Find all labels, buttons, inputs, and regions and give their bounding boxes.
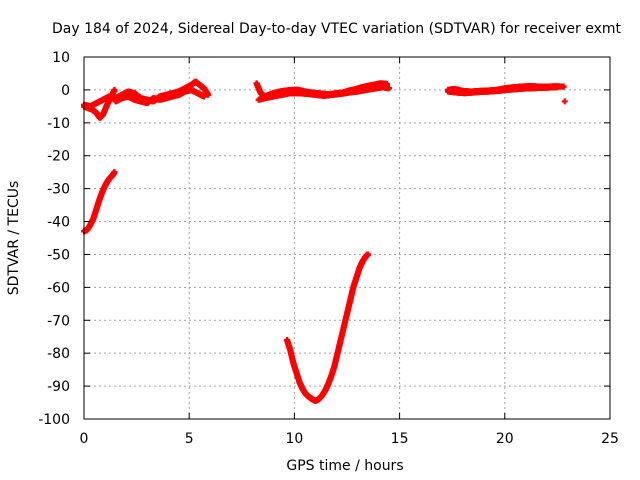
plot-frame: [83, 56, 611, 420]
x-tick-label: 10: [285, 431, 303, 447]
data-point: [365, 251, 372, 258]
data-point: [111, 169, 118, 176]
y-tick-label: -60: [47, 280, 70, 296]
data-point: [554, 84, 561, 91]
y-tick-label: -40: [47, 215, 70, 231]
y-axis-label: SDTVAR / TECUs: [6, 181, 22, 296]
data-point: [205, 91, 212, 98]
y-tick-label: -50: [47, 247, 70, 263]
y-tick-label: -20: [47, 149, 70, 165]
x-tick-label: 5: [185, 431, 194, 447]
data-point: [200, 93, 207, 100]
y-tick-label: -90: [47, 379, 70, 395]
y-tick-label: -10: [47, 116, 70, 132]
y-tick-label: -30: [47, 182, 70, 198]
x-tick-label: 15: [391, 431, 409, 447]
x-tick-label: 20: [496, 431, 514, 447]
y-tick-label: 0: [61, 83, 70, 99]
plot-border: [83, 56, 611, 420]
chart-title: Day 184 of 2024, Sidereal Day-to-day VTE…: [52, 21, 622, 37]
x-axis-ticks: 0 5 10 15 20 25: [80, 57, 619, 447]
data-point: [560, 83, 567, 90]
x-tick-label: 0: [80, 431, 89, 447]
data-point: [561, 98, 568, 105]
y-tick-label: -70: [47, 313, 70, 329]
y-tick-label: 10: [52, 50, 70, 66]
y-tick-label: -100: [38, 412, 70, 428]
y-tick-label: -80: [47, 346, 70, 362]
data-point: [111, 86, 118, 93]
x-axis-label: GPS time / hours: [286, 458, 403, 474]
x-tick-label: 25: [601, 431, 619, 447]
data-point: [386, 85, 393, 92]
data-points: [81, 78, 568, 404]
y-axis-ticks: 10 0 -10 -20 -30 -40 -50 -60 -70 -80 -90 -100: [38, 50, 610, 428]
